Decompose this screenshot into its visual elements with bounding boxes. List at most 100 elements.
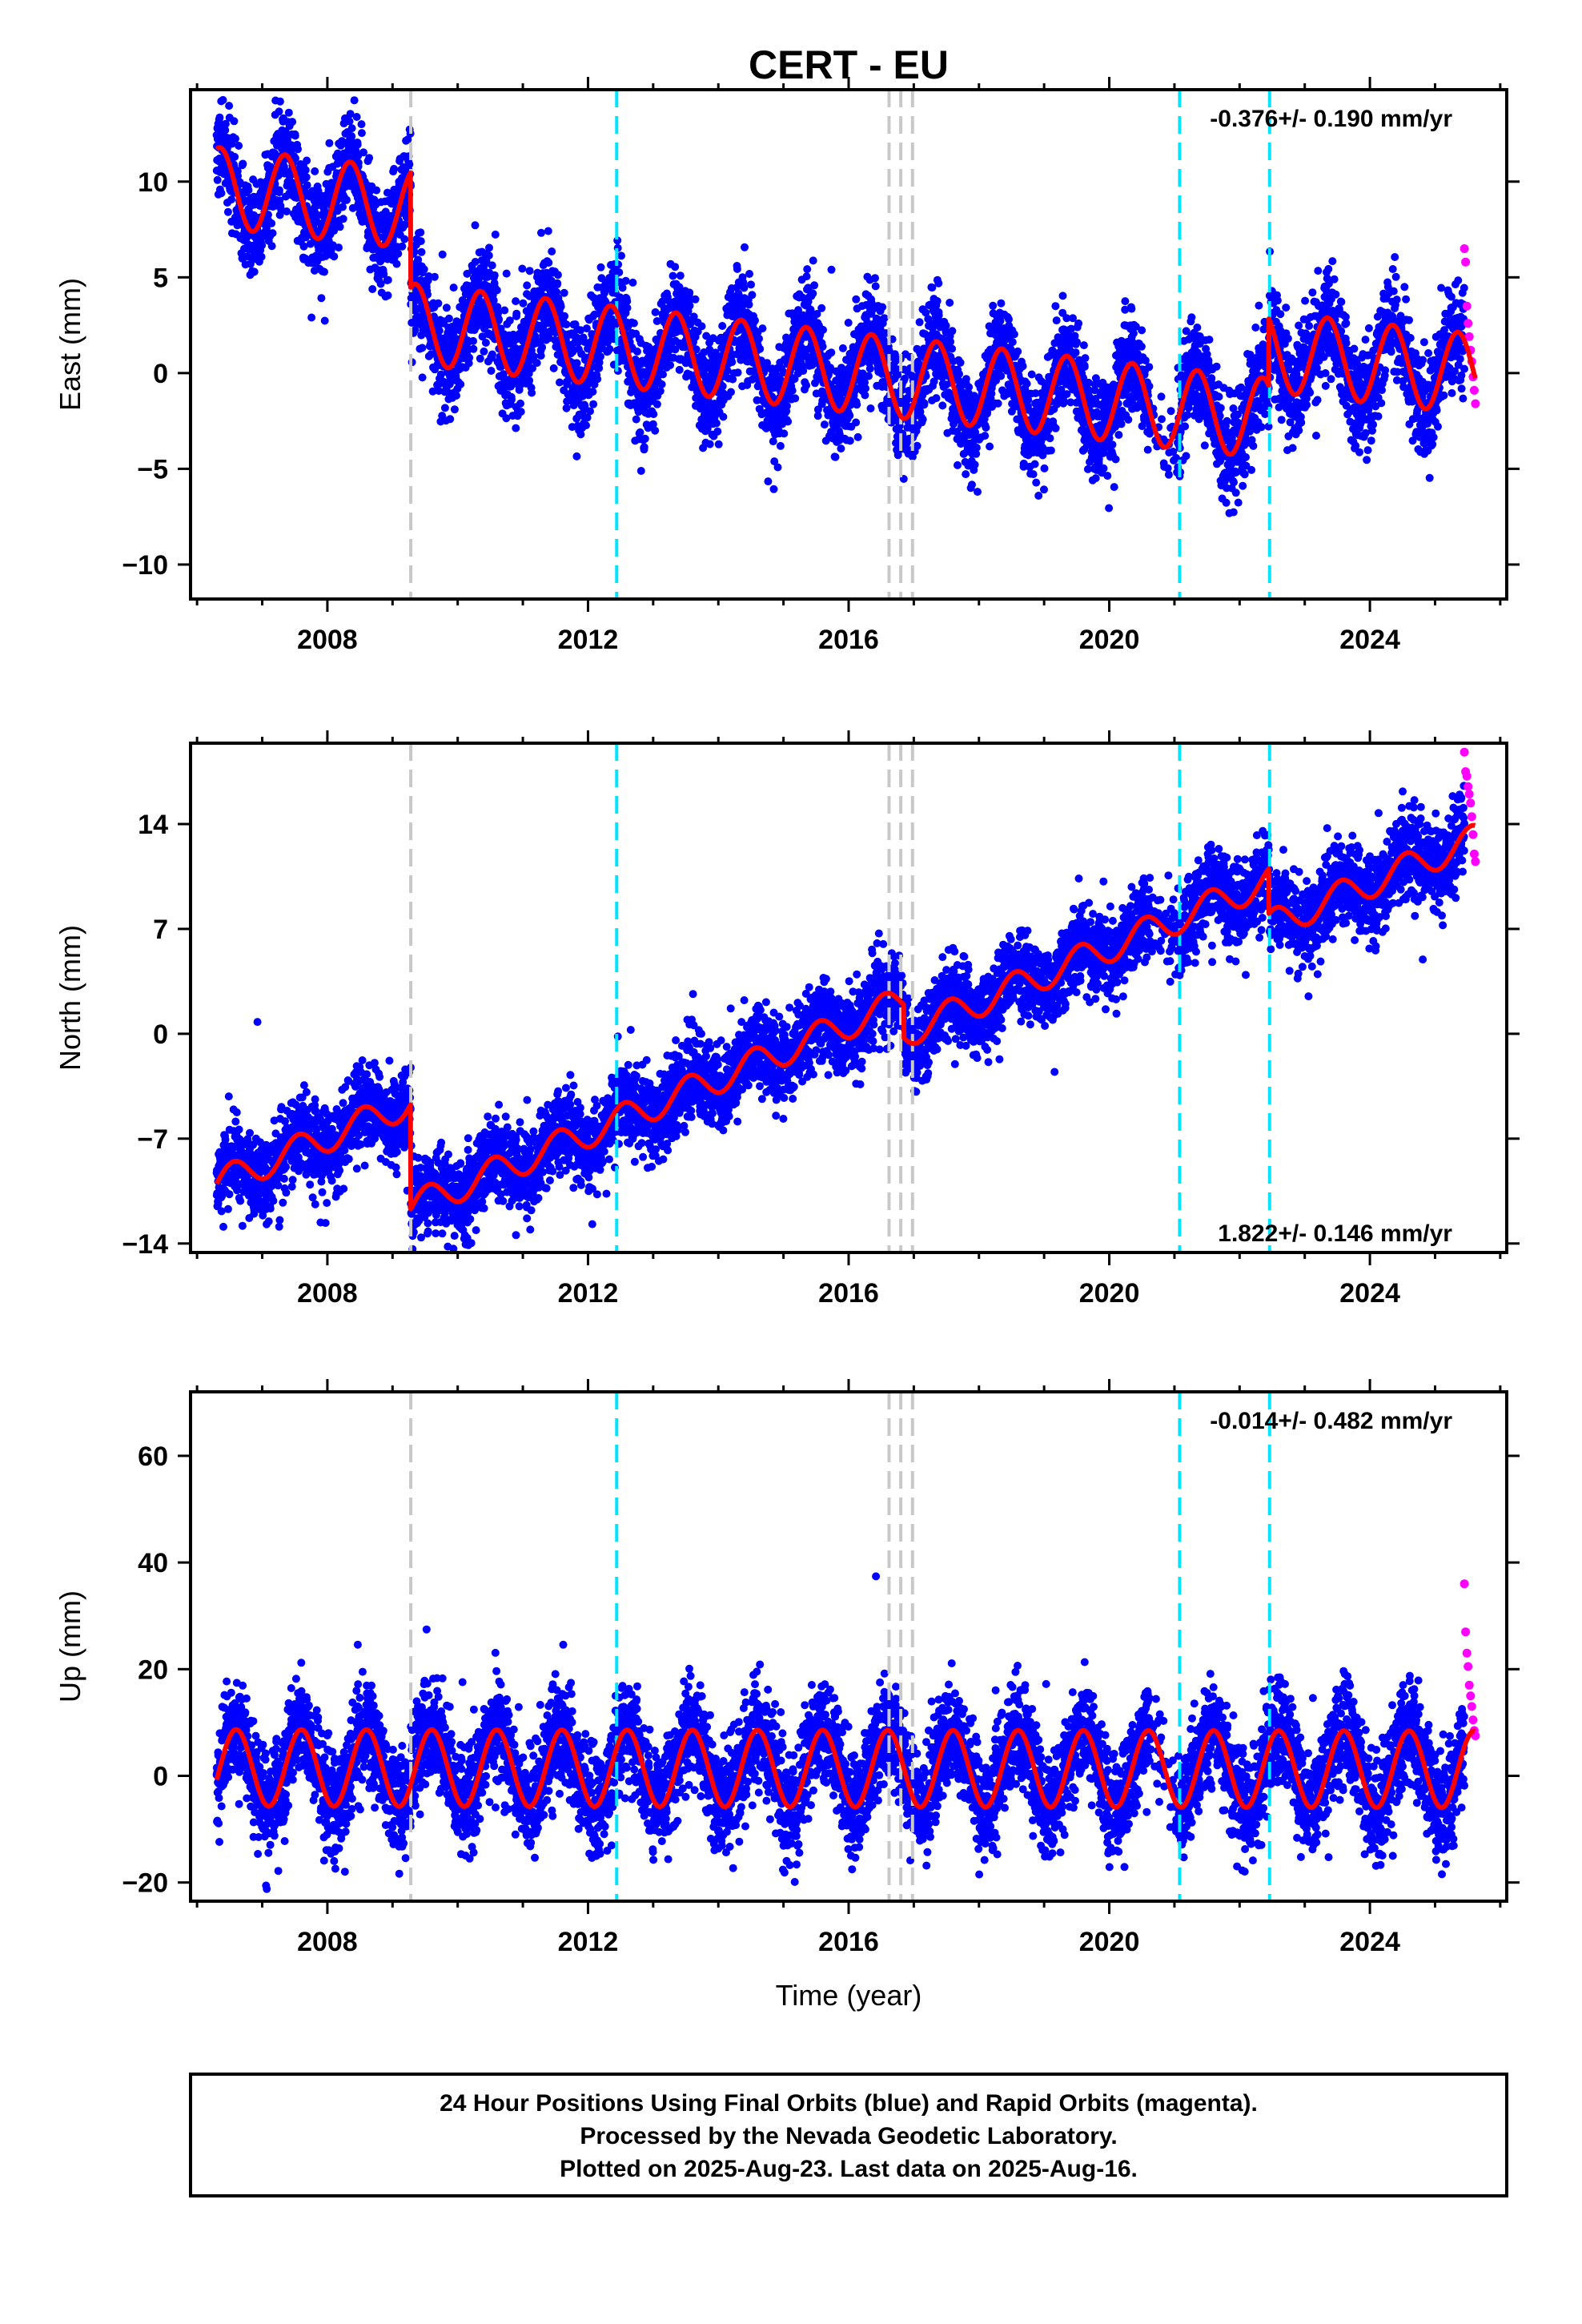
final-orbit-point [651, 426, 660, 435]
final-orbit-point [480, 347, 488, 356]
final-orbit-point [372, 186, 381, 195]
final-orbit-point [320, 267, 328, 276]
final-orbit-point [1103, 472, 1112, 480]
plot-area [212, 90, 1480, 599]
final-orbit-point [915, 318, 924, 327]
final-orbit-point [495, 315, 504, 324]
final-orbit-point [659, 370, 667, 379]
final-orbit-point [845, 436, 854, 445]
final-orbit-point [417, 247, 426, 256]
final-orbit-point [1111, 455, 1120, 464]
final-orbit-point [267, 219, 276, 227]
final-orbit-point [508, 395, 516, 404]
final-orbit-point [449, 283, 458, 292]
final-orbit-point [284, 108, 293, 117]
final-orbit-point [528, 388, 536, 397]
final-orbit-point [487, 367, 496, 375]
final-orbit-point [745, 270, 753, 278]
final-orbit-point [376, 279, 385, 288]
final-orbit-point [294, 145, 302, 154]
final-orbit-point [428, 387, 437, 396]
final-orbit-point [1022, 380, 1031, 388]
final-orbit-point [773, 463, 782, 472]
final-orbit-point [1051, 302, 1060, 311]
final-orbit-point [740, 283, 749, 292]
final-orbit-point [505, 316, 514, 325]
final-orbit-point [572, 359, 581, 368]
final-orbit-point [221, 119, 230, 128]
final-orbit-point [502, 269, 511, 278]
final-orbit-point [970, 460, 979, 469]
final-orbit-point [436, 370, 445, 379]
final-orbit-point [769, 437, 777, 446]
final-orbit-point [714, 440, 723, 448]
final-orbit-point [802, 381, 811, 390]
final-orbit-point [383, 275, 392, 284]
final-orbit-point [938, 401, 947, 410]
final-orbit-point [353, 140, 362, 149]
final-orbit-point [339, 215, 347, 223]
final-orbit-point [215, 113, 224, 122]
final-orbit-point [302, 173, 311, 182]
final-orbit-point [257, 252, 266, 261]
final-orbit-point [339, 203, 347, 211]
final-orbit-point [596, 263, 605, 271]
final-orbit-point [954, 460, 962, 469]
final-orbit-point [536, 352, 545, 360]
final-orbit-point [633, 348, 641, 356]
final-orbit-point [617, 251, 625, 260]
final-orbit-point [416, 228, 425, 237]
final-orbit-point [651, 308, 660, 316]
final-orbit-point [1105, 504, 1114, 513]
final-orbit-point [1046, 446, 1055, 455]
final-orbit-point [258, 241, 267, 250]
final-orbit-point [335, 223, 344, 231]
final-orbit-point [751, 316, 759, 325]
final-orbit-point [588, 388, 597, 396]
final-orbit-point [282, 130, 291, 139]
final-orbit-point [291, 131, 299, 140]
final-orbit-point [267, 242, 276, 251]
final-orbit-point [343, 195, 351, 204]
final-orbit-point [1121, 297, 1130, 306]
final-orbit-point [275, 186, 283, 195]
final-orbit-point [450, 405, 459, 414]
final-orbit-point [865, 364, 874, 373]
final-orbit-point [379, 270, 388, 279]
final-orbit-point [398, 242, 407, 251]
final-orbit-point [434, 299, 443, 308]
final-orbit-point [435, 387, 444, 396]
final-orbit-point [538, 343, 547, 352]
final-orbit-point [837, 444, 845, 453]
final-orbit-point [532, 359, 541, 368]
final-orbit-point [217, 189, 226, 198]
final-orbit-point [640, 434, 649, 443]
final-orbit-point [311, 167, 319, 175]
final-orbit-point [518, 264, 527, 273]
final-orbit-point [478, 332, 487, 341]
final-orbit-point [1114, 431, 1123, 439]
final-orbit-point [320, 316, 329, 325]
final-orbit-point [488, 350, 496, 359]
final-orbit-point [493, 303, 502, 312]
final-orbit-point [1046, 434, 1054, 443]
final-orbit-point [819, 325, 827, 334]
final-orbit-point [782, 401, 791, 410]
final-orbit-point [484, 251, 493, 259]
final-orbit-point [553, 279, 562, 287]
final-orbit-point [416, 237, 425, 246]
final-orbit-point [469, 344, 478, 353]
final-orbit-point [456, 380, 465, 388]
final-orbit-point [485, 243, 493, 252]
final-orbit-point [525, 376, 534, 385]
final-orbit-point [219, 95, 227, 104]
final-orbit-point [1117, 420, 1126, 428]
final-orbit-point [440, 404, 449, 412]
final-orbit-point [1027, 370, 1036, 379]
final-orbit-point [523, 281, 532, 290]
final-orbit-point [691, 295, 700, 304]
final-orbit-point [519, 299, 528, 308]
final-orbit-point [465, 353, 474, 362]
final-orbit-point [1018, 362, 1027, 371]
